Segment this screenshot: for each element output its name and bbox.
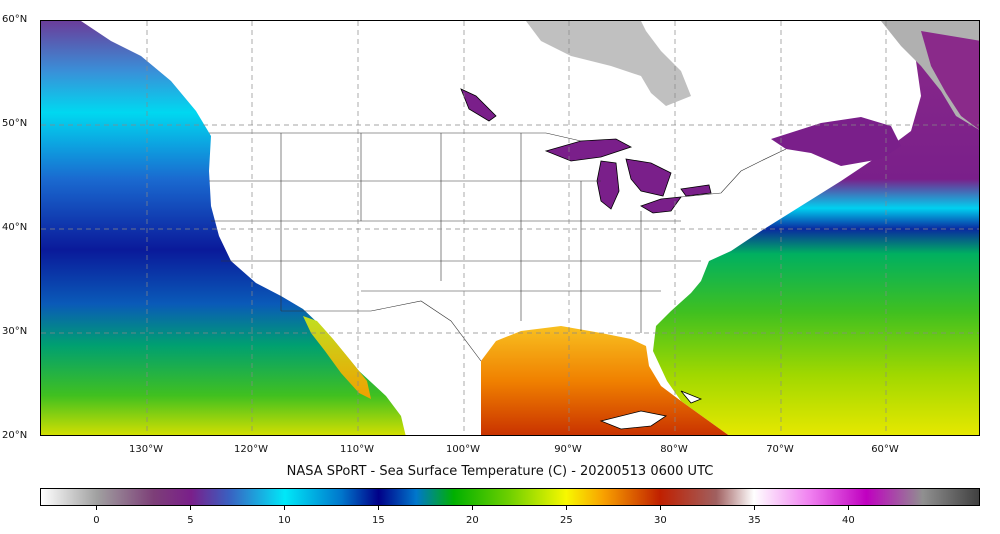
lat-label-60n: 60°N bbox=[2, 14, 28, 25]
lon-label-60w: 60°W bbox=[871, 444, 899, 455]
colorbar-tick-label: 30 bbox=[654, 515, 667, 526]
islands bbox=[599, 390, 703, 430]
colorbar-tick-label: 25 bbox=[560, 515, 573, 526]
gulf-of-st-lawrence bbox=[771, 117, 901, 166]
colorbar-tick bbox=[96, 506, 98, 510]
colorbar-tick-label: 0 bbox=[93, 515, 100, 526]
hudson-bay-ice bbox=[526, 21, 691, 106]
political-boundaries bbox=[209, 132, 787, 362]
lon-label-100w: 100°W bbox=[446, 444, 480, 455]
colorbar-tick-label: 40 bbox=[842, 515, 855, 526]
lat-label-20n: 20°N bbox=[2, 430, 28, 441]
labrador-sea bbox=[921, 31, 979, 130]
great-lakes bbox=[460, 88, 712, 214]
colorbar-tick bbox=[848, 506, 850, 510]
colorbar-tick-label: 35 bbox=[748, 515, 761, 526]
colorbar-tick bbox=[378, 506, 380, 510]
map-title: NASA SPoRT - Sea Surface Temperature (C)… bbox=[286, 464, 714, 479]
lat-label-30n: 30°N bbox=[2, 326, 28, 337]
colorbar-tick-label: 5 bbox=[187, 515, 194, 526]
sst-map bbox=[40, 20, 980, 436]
lon-label-70w: 70°W bbox=[766, 444, 794, 455]
lon-label-80w: 80°W bbox=[660, 444, 688, 455]
colorbar-tick bbox=[190, 506, 192, 510]
lon-label-120w: 120°W bbox=[234, 444, 268, 455]
colorbar-tick bbox=[660, 506, 662, 510]
lon-label-130w: 130°W bbox=[129, 444, 163, 455]
map-canvas bbox=[41, 21, 979, 435]
lat-label-40n: 40°N bbox=[2, 222, 28, 233]
colorbar-tick-label: 15 bbox=[372, 515, 385, 526]
lat-label-50n: 50°N bbox=[2, 118, 28, 129]
graticule bbox=[41, 21, 979, 435]
atlantic-ocean bbox=[653, 21, 979, 435]
colorbar-tick bbox=[754, 506, 756, 510]
colorbar-tick-label: 20 bbox=[466, 515, 479, 526]
lon-label-110w: 110°W bbox=[340, 444, 374, 455]
lon-label-90w: 90°W bbox=[554, 444, 582, 455]
colorbar-tick bbox=[566, 506, 568, 510]
colorbar bbox=[40, 488, 980, 506]
colorbar-tick-label: 10 bbox=[278, 515, 291, 526]
gulf-of-california bbox=[303, 316, 371, 399]
colorbar-tick bbox=[284, 506, 286, 510]
gulf-of-mexico bbox=[481, 326, 729, 435]
colorbar-tick bbox=[472, 506, 474, 510]
